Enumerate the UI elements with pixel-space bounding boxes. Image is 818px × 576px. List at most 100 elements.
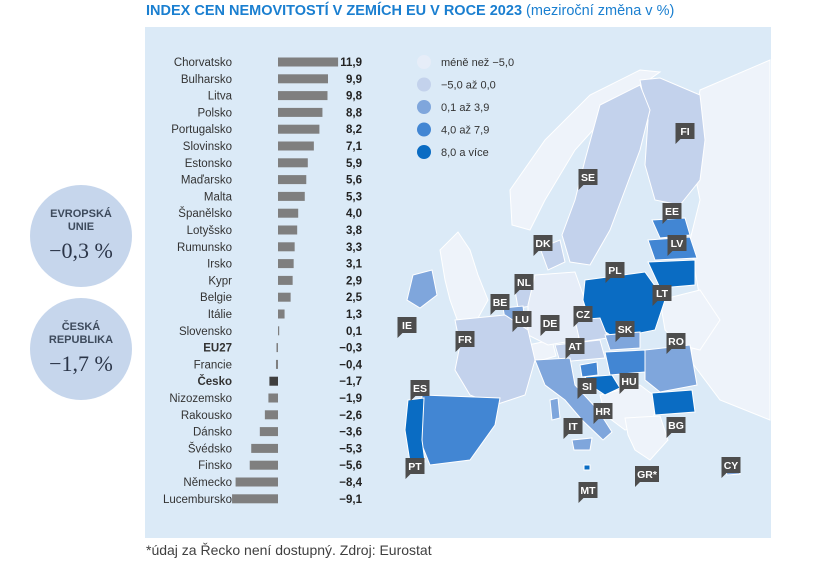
map-tag-text: MT <box>580 485 596 497</box>
map-tag-sk: SK <box>615 321 635 342</box>
map-tag-bg: BG <box>666 417 686 438</box>
value-label: 9,9 <box>346 74 362 86</box>
category-label: Kypr <box>208 275 232 287</box>
category-label: Lucembursko <box>163 494 232 506</box>
category-label: Finsko <box>198 460 232 472</box>
map-tag-gr: GR* <box>635 466 659 487</box>
category-label: Rakousko <box>181 410 232 422</box>
map-tag-text: SI <box>582 381 592 393</box>
value-label: −2,6 <box>339 410 362 422</box>
legend-label: 0,1 až 3,9 <box>441 102 489 114</box>
map-tag-text: LV <box>671 238 684 250</box>
cz-summary-label-line1: ČESKÁ <box>61 321 101 333</box>
map-country-hu <box>604 349 646 376</box>
eu-summary-circle: EVROPSKÁ UNIE −0,3 % <box>30 185 132 287</box>
value-label: −3,6 <box>339 427 362 439</box>
bar <box>278 326 280 336</box>
bar <box>278 158 308 168</box>
eu-summary-label-line2: UNIE <box>67 221 95 233</box>
map-tag-ie: IE <box>397 317 417 338</box>
category-label: Itálie <box>208 309 232 321</box>
map-tag-text: CZ <box>576 309 591 321</box>
category-label: Španělsko <box>178 207 232 220</box>
legend-swatch <box>417 100 431 114</box>
map-country-se <box>561 84 651 266</box>
value-label: 11,9 <box>340 57 362 69</box>
map-tag-text: AT <box>568 341 582 353</box>
eu-summary-value: −0,3 % <box>49 238 113 263</box>
category-label: Irsko <box>207 259 232 271</box>
legend-swatch <box>417 122 431 137</box>
value-label: −0,4 <box>339 359 362 371</box>
eu-summary-label-line1: EVROPSKÁ <box>50 208 112 220</box>
value-label: 2,9 <box>346 275 362 287</box>
map-tag-nl: NL <box>514 274 534 295</box>
map-country-tags: FI SE EE LV DK LT PL NL BE LU DE CZ SK IE FR AT RO ES SI HU… <box>397 123 741 503</box>
bar <box>249 460 278 470</box>
map-tag-text: SK <box>618 324 633 336</box>
map-country-lt <box>647 259 696 289</box>
map-tag-text: IT <box>568 421 578 433</box>
map-country-si <box>579 361 599 378</box>
bars-group: Chorvatsko 11,9 Bulharsko 9,9 Litva 9,8 Polsko… <box>163 57 363 506</box>
category-label: Belgie <box>200 292 232 304</box>
value-label: −8,4 <box>339 477 362 489</box>
map-country-bg <box>651 389 696 416</box>
map-tag-text: NL <box>517 277 532 289</box>
map-tag-be: BE <box>490 294 510 315</box>
map-country-gr <box>624 415 669 461</box>
category-label: Litva <box>208 91 233 103</box>
map-tag-text: LT <box>656 288 669 300</box>
value-label: −1,7 <box>339 376 362 388</box>
value-label: 9,8 <box>346 91 363 103</box>
map-tag-it: IT <box>563 418 583 439</box>
footnote: *údaj za Řecko není dostupný. Zdroj: Eur… <box>146 542 432 558</box>
map-tag-text: HR <box>595 406 611 418</box>
map-tag-text: DK <box>535 238 551 250</box>
map-tag-text: PT <box>408 461 422 473</box>
cz-summary-value: −1,7 % <box>49 351 113 376</box>
bar <box>278 259 294 269</box>
legend: méně než −5,0 −5,0 až 0,0 0,1 až 3,9 4,0 až… <box>417 55 514 159</box>
map-country-ie <box>406 269 438 309</box>
value-label: −0,3 <box>339 343 362 355</box>
chart-title: INDEX CEN NEMOVITOSTÍ V ZEMÍCH EU V ROCE… <box>146 3 674 19</box>
map-country-fr <box>454 314 536 406</box>
bar <box>278 107 323 117</box>
value-label: −1,9 <box>339 393 362 405</box>
bar <box>268 393 278 403</box>
map-tag-ro: RO <box>666 333 686 354</box>
map-tag-cz: CZ <box>573 306 593 327</box>
value-label: 3,8 <box>346 225 363 237</box>
category-label: Slovensko <box>179 326 232 338</box>
cz-summary-circle: ČESKÁ REPUBLIKA −1,7 % <box>30 298 132 400</box>
map-tag-text: ES <box>413 383 427 395</box>
map-tag-es: ES <box>410 380 430 401</box>
bar <box>278 242 295 252</box>
map-tag-at: AT <box>565 338 585 359</box>
bar <box>278 191 305 201</box>
map-tag-text: CY <box>724 460 739 472</box>
category-label: EU27 <box>203 343 232 355</box>
value-label: 7,1 <box>346 141 363 153</box>
map-tag-se: SE <box>578 169 598 190</box>
category-label: Bulharsko <box>181 74 232 86</box>
chart-title-sub: (meziroční změna v %) <box>526 3 675 19</box>
legend-label: −5,0 až 0,0 <box>441 80 496 92</box>
map-tag-fr: FR <box>455 331 475 352</box>
category-label: Slovinsko <box>183 141 232 153</box>
map-tag-cy: CY <box>721 457 741 478</box>
map-tag-text: BE <box>493 297 508 309</box>
map-tag-pl: PL <box>605 262 625 283</box>
map-tag-text: PL <box>608 265 622 277</box>
value-label: 4,0 <box>346 208 362 220</box>
category-label: Rumunsko <box>177 242 232 254</box>
map-land-sicily <box>571 437 593 451</box>
bar <box>275 359 278 369</box>
map-tag-text: BG <box>668 420 684 432</box>
map-tag-text: HU <box>621 376 636 388</box>
bar <box>278 74 328 84</box>
map-country-fi <box>639 77 706 206</box>
map-tag-text: RO <box>668 336 684 348</box>
